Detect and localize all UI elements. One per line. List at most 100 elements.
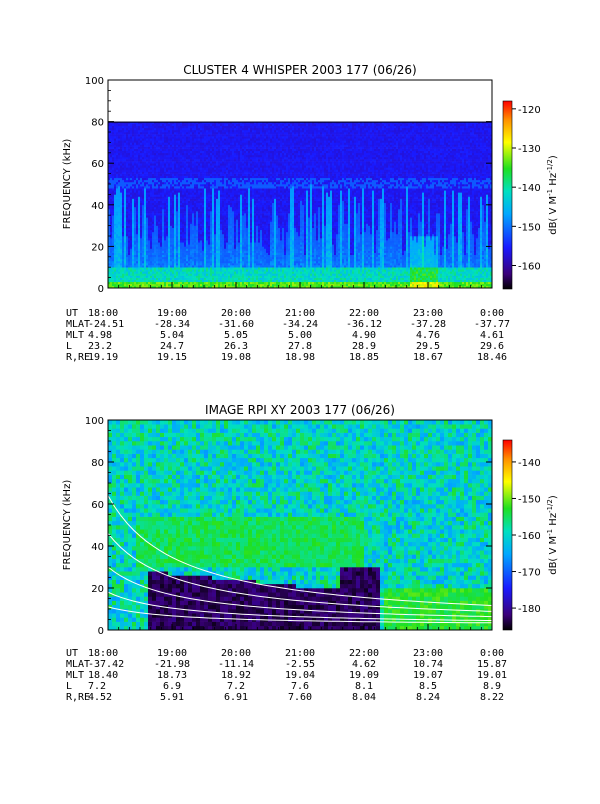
spectrogram-cell xyxy=(148,248,150,250)
spectrogram-cell xyxy=(160,236,162,238)
spectrogram-cell xyxy=(112,201,114,203)
spectrogram-cell xyxy=(138,248,140,250)
spectrogram-cell xyxy=(222,199,224,201)
spectrogram-cell xyxy=(160,169,162,171)
spectrogram-cell xyxy=(132,172,134,174)
spectrogram-cell xyxy=(142,242,144,244)
spectrogram-cell xyxy=(118,167,120,169)
spectrogram-cell xyxy=(210,244,212,246)
spectrogram-cell xyxy=(114,213,116,215)
spectrogram-cell xyxy=(194,221,196,223)
spectrogram-cell xyxy=(132,157,134,159)
spectrogram-cell xyxy=(174,205,176,207)
spectrogram-cell xyxy=(124,178,126,180)
spectrogram-cell xyxy=(164,136,166,138)
spectrogram-cell xyxy=(220,182,222,184)
spectrogram-cell xyxy=(186,232,188,234)
spectrogram-cell xyxy=(190,199,192,201)
spectrogram-cell xyxy=(144,165,146,167)
spectrogram-cell xyxy=(140,174,142,176)
spectrogram-cell xyxy=(208,136,210,138)
spectrogram-cell xyxy=(166,161,168,163)
spectrogram-cell xyxy=(192,147,194,149)
spectrogram-cell xyxy=(114,215,116,217)
spectrogram-cell xyxy=(214,219,216,221)
spectrogram-cell xyxy=(184,273,186,275)
spectrogram-cell xyxy=(228,142,230,144)
spectrogram-cell xyxy=(204,230,206,232)
spectrogram-cell xyxy=(220,178,222,180)
spectrogram-cell xyxy=(210,138,212,140)
spectrogram-cell xyxy=(176,165,178,167)
spectrogram-cell xyxy=(144,269,146,271)
spectrogram-cell xyxy=(128,140,130,142)
spectrogram-cell xyxy=(132,163,134,165)
spectrogram-cell xyxy=(138,144,140,146)
spectrogram-cell xyxy=(218,224,220,226)
spectrogram-cell xyxy=(182,232,184,234)
spectrogram-cell xyxy=(118,253,120,255)
spectrogram-cell xyxy=(186,228,188,230)
spectrogram-cell xyxy=(172,276,174,278)
spectrogram-cell xyxy=(192,230,194,232)
spectrogram-cell xyxy=(214,188,216,190)
spectrogram-cell xyxy=(174,172,176,174)
spectrogram-cell xyxy=(192,209,194,211)
spectrogram-cell xyxy=(152,134,154,136)
spectrogram-cell xyxy=(116,199,118,201)
spectrogram-cell xyxy=(144,215,146,217)
spectrogram-cell xyxy=(168,151,170,153)
spectrogram-cell xyxy=(232,261,234,263)
spectrogram-cell xyxy=(172,271,174,273)
spectrogram-cell xyxy=(158,165,160,167)
spectrogram-cell xyxy=(224,144,226,146)
spectrogram-cell xyxy=(112,144,114,146)
spectrogram-cell xyxy=(194,213,196,215)
spectrogram-cell xyxy=(226,190,228,192)
spectrogram-cell xyxy=(228,240,230,242)
spectrogram-cell xyxy=(156,267,158,269)
spectrogram-cell xyxy=(208,280,210,282)
spectrogram-cell xyxy=(188,276,190,278)
spectrogram-cell xyxy=(124,273,126,275)
spectrogram-cell xyxy=(186,240,188,242)
spectrogram-cell xyxy=(208,219,210,221)
spectrogram-cell xyxy=(210,282,212,284)
spectrogram-cell xyxy=(142,153,144,155)
spectrogram-cell xyxy=(192,259,194,261)
spectrogram-cell xyxy=(190,153,192,155)
spectrogram-cell xyxy=(148,269,150,271)
spectrogram-cell xyxy=(200,282,202,284)
spectrogram-cell xyxy=(198,134,200,136)
spectrogram-cell xyxy=(210,157,212,159)
spectrogram-cell xyxy=(216,134,218,136)
spectrogram-cell xyxy=(152,224,154,226)
spectrogram-cell xyxy=(150,267,152,269)
spectrogram-cell xyxy=(214,196,216,198)
spectrogram-cell xyxy=(112,194,114,196)
spectrogram-cell xyxy=(122,190,124,192)
spectrogram-cell xyxy=(176,209,178,211)
spectrogram-cell xyxy=(116,253,118,255)
spectrogram-cell xyxy=(202,205,204,207)
spectrogram-cell xyxy=(182,217,184,219)
spectrogram-cell xyxy=(214,186,216,188)
spectrogram-cell xyxy=(208,144,210,146)
spectrogram-cell xyxy=(118,273,120,275)
spectrogram-cell xyxy=(176,267,178,269)
spectrogram-cell xyxy=(228,178,230,180)
spectrogram-cell xyxy=(212,259,214,261)
spectrogram-cell xyxy=(184,151,186,153)
spectrogram-cell xyxy=(158,163,160,165)
spectrogram-cell xyxy=(216,192,218,194)
spectrogram-cell xyxy=(118,257,120,259)
spectrogram-cell xyxy=(154,157,156,159)
spectrogram-cell xyxy=(222,186,224,188)
spectrogram-cell xyxy=(194,284,196,286)
spectrogram-cell xyxy=(152,265,154,267)
spectrogram-cell xyxy=(168,142,170,144)
spectrogram-cell xyxy=(166,236,168,238)
spectrogram-cell xyxy=(134,192,136,194)
spectrogram-cell xyxy=(184,182,186,184)
spectrogram-cell xyxy=(154,136,156,138)
